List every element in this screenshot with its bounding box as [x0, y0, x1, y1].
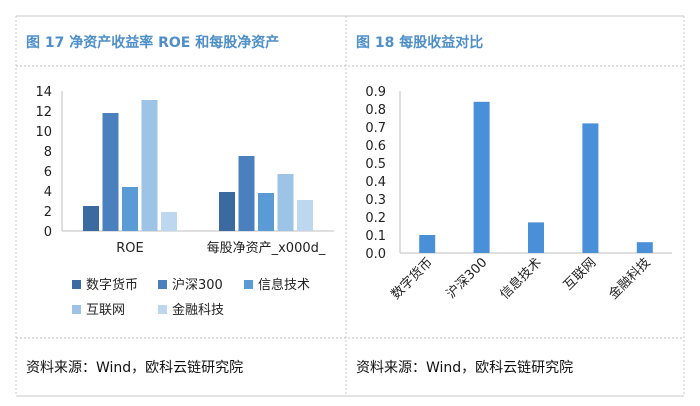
legend-label: 互联网: [86, 303, 125, 318]
legend-label: 沪深300: [172, 277, 223, 293]
y-tick-label: 4: [44, 185, 52, 200]
y-tick-label: 2: [44, 205, 52, 220]
bar: [83, 206, 99, 231]
bar: [277, 174, 294, 231]
legend-item: 信息技术: [244, 277, 310, 293]
figure-18-source: 资料来源：Wind，欧科云链研究院: [356, 360, 574, 376]
y-tick-label: 12: [35, 105, 52, 120]
y-tick-label: 0.5: [365, 157, 386, 172]
legend-label: 信息技术: [258, 277, 310, 293]
bar: [161, 212, 177, 231]
legend-swatch: [72, 305, 81, 314]
y-tick-label: 8: [44, 145, 52, 160]
y-tick-label: 10: [35, 125, 52, 140]
figure-17-source: 资料来源：Wind，欧科云链研究院: [26, 360, 244, 376]
legend-swatch: [72, 280, 81, 289]
x-tick-label: 沪深300: [443, 255, 490, 302]
x-tick-label: 金融科技: [606, 255, 654, 303]
y-tick-label: 14: [35, 85, 52, 100]
y-tick-label: 0.8: [365, 103, 386, 118]
x-tick-label: 信息技术: [497, 255, 545, 303]
legend-swatch: [158, 280, 167, 289]
bar: [582, 123, 599, 254]
legend-item: 金融科技: [158, 302, 224, 318]
x-tick-label: 每股净资产_x000d_: [207, 240, 326, 256]
legend-swatch: [244, 280, 253, 289]
bar: [297, 200, 313, 231]
y-tick-label: 0.4: [365, 175, 386, 190]
y-tick-label: 0.7: [365, 121, 386, 136]
bar: [122, 187, 138, 231]
bar: [636, 242, 653, 253]
x-tick-label: ROE: [116, 241, 143, 256]
figure-18-title: 图 18 每股收益对比: [356, 35, 484, 51]
x-tick-label: 数字货币: [388, 255, 436, 303]
bar: [419, 235, 436, 253]
x-tick-label: 互联网: [561, 255, 599, 293]
bar: [141, 100, 158, 231]
legend-swatch: [158, 305, 167, 314]
y-tick-label: 0.1: [365, 229, 386, 244]
y-tick-label: 0.2: [365, 211, 386, 226]
y-tick-label: 0.9: [365, 85, 386, 100]
eps-bar-chart: 0.0 0.1 0.2 0.3 0.4 0.5 0.6 0.7 0.8 0.9 数字货币 沪深300 信…: [365, 85, 672, 303]
legend-item: 互联网: [72, 303, 125, 318]
y-tick-label: 0.6: [365, 139, 386, 154]
y-tick-label: 0.0: [365, 247, 386, 262]
bar: [102, 113, 119, 231]
legend-label: 金融科技: [172, 302, 224, 318]
bar: [258, 193, 274, 231]
legend-item: 数字货币: [72, 277, 138, 293]
y-tick-label: 0.3: [365, 193, 386, 208]
figure-17-title: 图 17 净资产收益率 ROE 和每股净资产: [26, 35, 280, 51]
bar: [473, 101, 490, 253]
legend-item: 沪深300: [158, 277, 223, 293]
legend-label: 数字货币: [86, 277, 138, 293]
bar: [528, 222, 544, 253]
bar: [238, 156, 255, 231]
y-tick-label: 6: [44, 165, 52, 180]
y-tick-label: 0: [44, 225, 52, 240]
bar: [219, 192, 235, 231]
roe-bvps-bar-chart: 0 2 4 6 8 10 12 14 ROE 每股净资产_x000d_ 数字货币 沪深300 信息技术互…: [35, 85, 334, 318]
